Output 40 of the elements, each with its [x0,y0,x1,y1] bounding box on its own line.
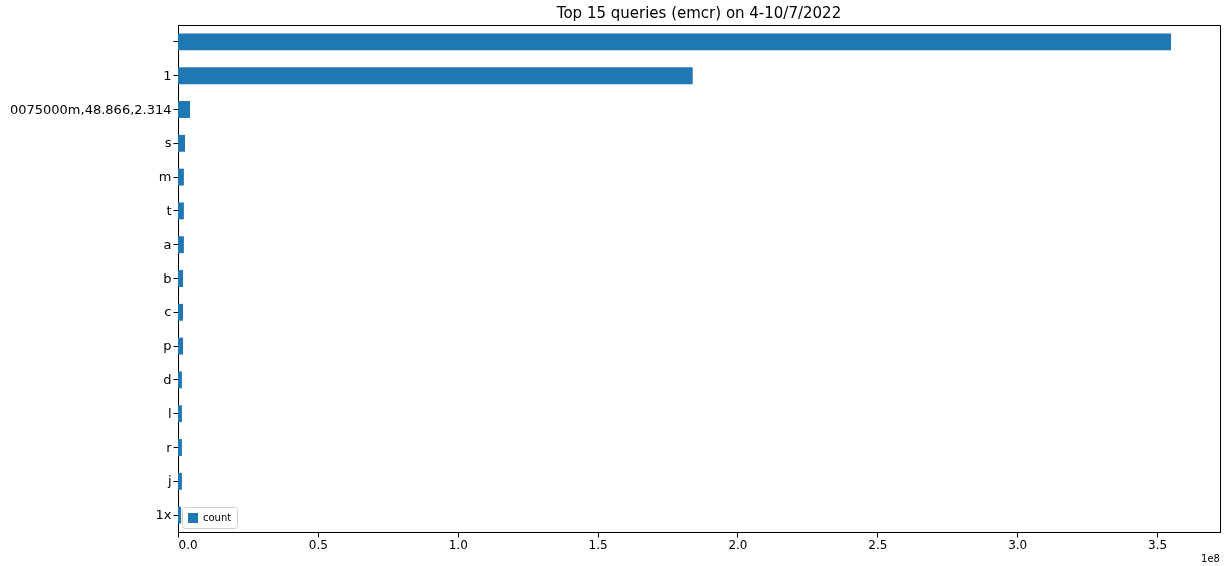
y-tick-label: r [166,439,173,455]
y-tick-label: j [166,473,172,489]
y-tick-label: a [163,236,172,252]
y-tick-label: l [167,405,172,421]
x-tick-label: 1.0 [448,537,468,552]
x-tick-label: 0.5 [308,537,328,552]
y-tick-label: c [164,304,172,320]
bar [178,472,182,490]
bar [178,101,191,118]
y-tick-label: 1 [163,67,172,83]
text: 1e8 [1201,553,1220,564]
y-tick-label: d [163,371,172,387]
x-tick-label: 1.5 [588,537,608,552]
x-tick-label: 2.5 [868,537,888,552]
y-tick-label: p [163,338,172,354]
x-tick-label: 2.0 [728,537,748,552]
y-tick-label: 0075000m,48.866,2.314 [9,101,172,117]
bar [178,371,182,389]
y-tick-label: t [166,202,172,218]
chart-title: Top 15 queries (emcr) on 4-10/7/2022 [555,4,842,22]
y-tick-label: 1x [155,507,172,523]
bar [178,303,184,321]
y-tick-label: b [163,270,172,286]
y-tick-label: s [164,135,172,151]
legend-label: count [203,512,232,523]
bar [178,168,184,186]
x-tick-label: 0.0 [178,537,198,552]
bar [178,236,184,254]
bar [178,134,185,152]
bar [178,67,693,85]
bar [178,270,184,287]
bar [178,33,1172,51]
bar [178,337,184,355]
bar [178,506,182,524]
bar [178,405,182,423]
x-tick-label: 3.5 [1148,537,1168,552]
bar [178,439,182,456]
x-tick-label: 3.0 [1008,537,1028,552]
y-tick-label: m [158,169,172,185]
bar [178,202,184,220]
